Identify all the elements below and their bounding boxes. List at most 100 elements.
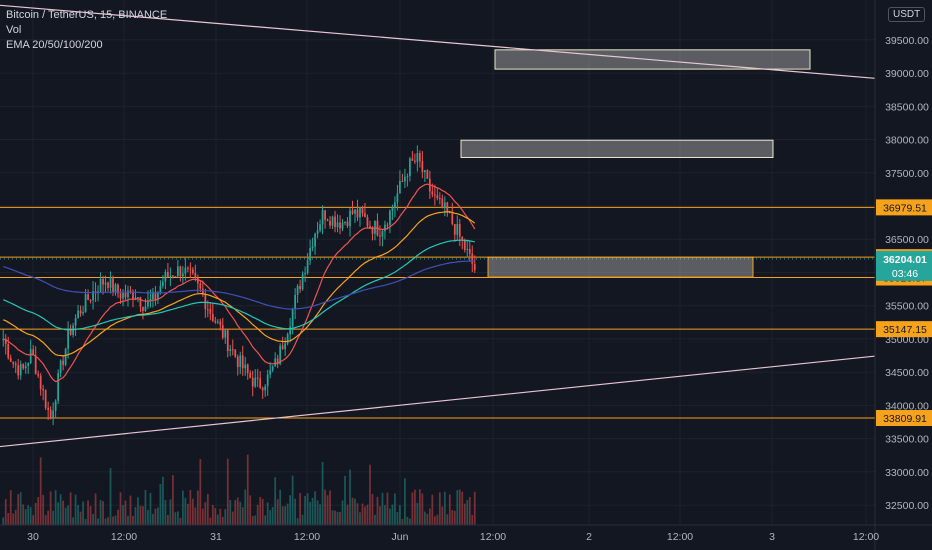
candle-body bbox=[319, 224, 321, 231]
candle-body bbox=[406, 176, 409, 178]
candle-body bbox=[316, 230, 319, 234]
candle-body bbox=[309, 248, 311, 261]
volume-bar bbox=[102, 501, 104, 525]
volume-bar bbox=[423, 511, 426, 525]
time-axis[interactable]: 30 12:00 31 12:00 Jun 12:00 2 12:00 3 12:00 bbox=[0, 524, 932, 543]
candle-body bbox=[336, 222, 339, 228]
candle-body bbox=[456, 224, 459, 235]
volume-bar bbox=[169, 499, 172, 525]
volume-bar bbox=[39, 457, 42, 525]
volume-bar bbox=[152, 513, 154, 525]
candle-body bbox=[142, 306, 144, 312]
candle-body bbox=[239, 355, 242, 368]
volume-bar bbox=[231, 511, 234, 525]
current-price-tag bbox=[876, 250, 932, 281]
volume-bar bbox=[336, 511, 339, 525]
volume-bar bbox=[266, 502, 269, 525]
candle-body bbox=[364, 213, 366, 218]
candle-body bbox=[473, 263, 476, 271]
volume-bar bbox=[316, 500, 319, 525]
volume-bar bbox=[211, 504, 214, 525]
symbol-title[interactable]: Bitcoin / TetherUS, 15, BINANCE bbox=[6, 9, 168, 21]
candle-body bbox=[184, 267, 187, 274]
time-tick-label: 12:00 bbox=[480, 531, 506, 543]
level-price-label: 33809.91 bbox=[883, 413, 927, 425]
volume-bar bbox=[139, 505, 142, 525]
price-axis[interactable]: 32500.00 33000.00 33500.00 34000.00 34500.00… bbox=[874, 0, 932, 550]
volume-bars bbox=[2, 454, 476, 525]
volume-bar bbox=[89, 506, 92, 525]
candle-body bbox=[261, 387, 264, 391]
volume-bar bbox=[379, 506, 381, 525]
volume-bar bbox=[29, 506, 32, 525]
volume-bar bbox=[191, 498, 194, 525]
volume-bar bbox=[284, 506, 287, 525]
candle-body bbox=[458, 224, 461, 237]
candle-body bbox=[209, 309, 212, 314]
volume-bar bbox=[271, 507, 274, 525]
volume-bar bbox=[306, 493, 309, 525]
zone-rectangles[interactable] bbox=[460, 49, 811, 278]
candle-body bbox=[122, 292, 124, 299]
candle-body bbox=[299, 285, 301, 290]
volume-bar bbox=[411, 492, 414, 525]
candle-body bbox=[344, 221, 346, 223]
candle-body bbox=[112, 276, 114, 293]
volume-bar bbox=[414, 489, 416, 525]
trendlines[interactable] bbox=[0, 4, 932, 448]
price-tick-label: 38000.00 bbox=[885, 135, 929, 147]
time-tick-label: 12:00 bbox=[853, 531, 879, 543]
volume-bar bbox=[294, 498, 297, 525]
volume-bar bbox=[463, 503, 466, 525]
volume-bar bbox=[112, 516, 114, 525]
volume-bar bbox=[359, 512, 361, 525]
volume-bar bbox=[341, 500, 344, 525]
trendline bbox=[0, 4, 932, 84]
candle-body bbox=[394, 202, 396, 208]
candle-body bbox=[461, 236, 464, 241]
volume-indicator-label[interactable]: Vol bbox=[6, 24, 22, 36]
volume-bar bbox=[219, 508, 222, 525]
volume-bar bbox=[249, 495, 252, 525]
volume-bar bbox=[438, 492, 441, 525]
volume-bar bbox=[279, 489, 282, 525]
candle-body bbox=[249, 372, 252, 378]
volume-bar bbox=[132, 515, 134, 525]
volume-bar bbox=[299, 493, 301, 525]
ema-indicator-label[interactable]: EMA 20/50/100/200 bbox=[6, 39, 103, 51]
ema-100-line bbox=[2, 239, 475, 331]
candle-body bbox=[379, 235, 381, 237]
candle-body bbox=[326, 219, 329, 222]
volume-bar bbox=[2, 517, 5, 525]
candle-body bbox=[306, 260, 309, 274]
volume-bar bbox=[99, 500, 102, 525]
volume-bar bbox=[369, 464, 371, 525]
volume-bar bbox=[177, 511, 179, 525]
candle-body bbox=[384, 224, 386, 232]
candle-body bbox=[64, 348, 67, 365]
volume-bar bbox=[64, 507, 67, 525]
volume-bar bbox=[261, 498, 264, 525]
currency-badge[interactable]: USDT bbox=[888, 7, 926, 22]
volume-bar bbox=[311, 497, 314, 525]
volume-bar bbox=[366, 504, 369, 525]
candle-body bbox=[349, 210, 351, 227]
volume-bar bbox=[57, 502, 60, 525]
volume-bar bbox=[92, 513, 94, 525]
countdown-label: 03:46 bbox=[892, 268, 918, 280]
candle-body bbox=[401, 180, 404, 182]
volume-bar bbox=[264, 515, 267, 525]
candle-body bbox=[229, 349, 232, 351]
candle-body bbox=[159, 285, 162, 293]
candle-body bbox=[453, 223, 456, 235]
candle-body bbox=[216, 321, 219, 323]
time-tick-label: 30 bbox=[27, 531, 39, 543]
volume-bar bbox=[59, 494, 62, 525]
candle-body bbox=[324, 210, 326, 220]
volume-bar bbox=[214, 508, 217, 525]
volume-bar bbox=[216, 514, 219, 525]
candle-body bbox=[271, 366, 274, 371]
candle-body bbox=[14, 363, 17, 366]
candle-body bbox=[296, 285, 299, 295]
